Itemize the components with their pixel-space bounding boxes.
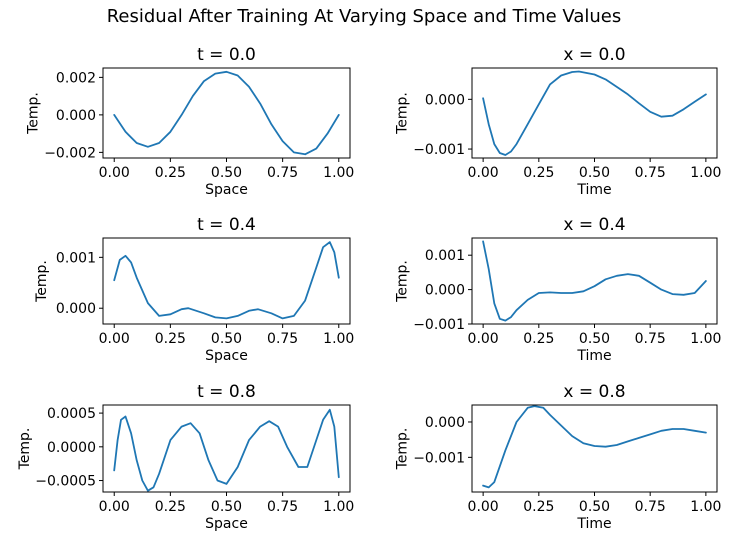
subplot-title: t = 0.4 — [197, 215, 256, 235]
y-axis-label: Temp. — [394, 428, 410, 471]
x-tick-label: 0.50 — [579, 331, 610, 347]
y-tick-label: −0.001 — [413, 450, 465, 466]
subplot-title: x = 0.4 — [563, 215, 625, 235]
y-axis-label: Temp. — [394, 92, 410, 135]
x-axis-label: Time — [576, 348, 611, 364]
axes-frame — [471, 404, 718, 493]
y-tick-label: −0.002 — [44, 145, 96, 161]
x-tick-label: 0.75 — [635, 499, 666, 515]
x-tick-label: 0.00 — [468, 331, 499, 347]
y-tick-label: −0.001 — [413, 317, 465, 333]
x-tick-label: 0.50 — [211, 331, 242, 347]
series-line-6-1 — [482, 405, 707, 489]
y-tick-label: 0.000 — [425, 283, 465, 299]
x-tick-label: 0.00 — [99, 165, 130, 181]
series-line-1-1 — [113, 70, 340, 156]
series-line-4-1 — [482, 240, 707, 322]
subplot-title: t = 0.0 — [197, 45, 256, 65]
subplot-title: x = 0.0 — [563, 45, 625, 65]
y-tick-label: 0.001 — [56, 250, 96, 266]
y-axis-label: Temp. — [394, 260, 410, 303]
x-tick-label: 1.00 — [690, 499, 721, 515]
subplot-6: 0.00 0.25 0.50 0.75 1.00 −0.001 0.000 x = 0.8 Ti… — [394, 382, 721, 532]
x-tick-label: 0.25 — [523, 499, 554, 515]
x-tick-label: 0.50 — [211, 499, 242, 515]
subplot-title: t = 0.8 — [197, 382, 256, 402]
x-axis-label: Time — [576, 516, 611, 532]
x-tick-label: 0.25 — [155, 499, 186, 515]
series-line-5-1 — [113, 408, 340, 492]
y-tick-label: 0.000 — [56, 108, 96, 124]
series-line-3-1 — [113, 241, 340, 320]
y-tick-label: 0.000 — [425, 92, 465, 108]
x-tick-label: 0.25 — [155, 331, 186, 347]
x-tick-label: 0.75 — [635, 165, 666, 181]
x-tick-label: 0.75 — [267, 499, 298, 515]
x-axis-label: Space — [205, 348, 248, 364]
x-axis-label: Time — [576, 182, 611, 198]
x-tick-label: 0.50 — [579, 499, 610, 515]
subplot-title: x = 0.8 — [563, 382, 625, 402]
x-tick-label: 0.75 — [635, 331, 666, 347]
x-tick-label: 0.50 — [211, 165, 242, 181]
y-tick-label: 0.002 — [56, 70, 96, 86]
subplot-4: 0.00 0.25 0.50 0.75 1.00 −0.001 0.000 0.001 x = … — [394, 215, 721, 364]
subplot-grid: 0.00 0.25 0.50 0.75 1.00 −0.002 0.000 0.002 t = … — [17, 45, 722, 532]
x-tick-label: 0.00 — [468, 499, 499, 515]
x-tick-label: 0.50 — [579, 165, 610, 181]
x-tick-label: 0.25 — [523, 331, 554, 347]
x-tick-label: 0.00 — [99, 499, 130, 515]
x-tick-label: 1.00 — [690, 165, 721, 181]
x-tick-label: 1.00 — [323, 331, 354, 347]
y-tick-label: 0.0000 — [47, 440, 96, 456]
x-tick-label: 1.00 — [323, 165, 354, 181]
y-axis-label: Temp. — [34, 260, 50, 303]
y-tick-label: −0.001 — [413, 142, 465, 158]
y-tick-label: −0.0005 — [35, 474, 96, 490]
x-tick-label: 0.25 — [523, 165, 554, 181]
y-tick-label: 0.001 — [425, 248, 465, 264]
series-line-2-1 — [482, 70, 707, 156]
subplot-1: 0.00 0.25 0.50 0.75 1.00 −0.002 0.000 0.002 t = … — [25, 45, 354, 198]
y-tick-label: 0.000 — [425, 415, 465, 431]
x-tick-label: 0.00 — [468, 165, 499, 181]
y-axis-label: Temp. — [17, 428, 33, 471]
axes-frame — [471, 237, 718, 325]
axes-frame — [471, 67, 718, 159]
x-tick-label: 0.75 — [267, 331, 298, 347]
y-tick-label: 0.000 — [56, 301, 96, 317]
x-tick-label: 0.00 — [99, 331, 130, 347]
x-tick-label: 0.75 — [267, 165, 298, 181]
x-tick-label: 1.00 — [323, 499, 354, 515]
x-axis-label: Space — [205, 516, 248, 532]
x-tick-label: 0.25 — [155, 165, 186, 181]
axes-frame — [102, 237, 351, 325]
subplot-3: 0.00 0.25 0.50 0.75 1.00 0.000 0.001 t = 0.4 Spa… — [34, 215, 354, 364]
x-tick-label: 1.00 — [690, 331, 721, 347]
y-tick-label: 0.0005 — [47, 406, 96, 422]
subplot-2: 0.00 0.25 0.50 0.75 1.00 −0.001 0.000 x = 0.0 Ti… — [394, 45, 721, 198]
figure-title: Residual After Training At Varying Space… — [107, 6, 622, 27]
subplot-5: 0.00 0.25 0.50 0.75 1.00 −0.0005 0.0000 0.0005 t… — [17, 382, 355, 532]
y-axis-label: Temp. — [25, 92, 41, 135]
x-axis-label: Space — [205, 182, 248, 198]
